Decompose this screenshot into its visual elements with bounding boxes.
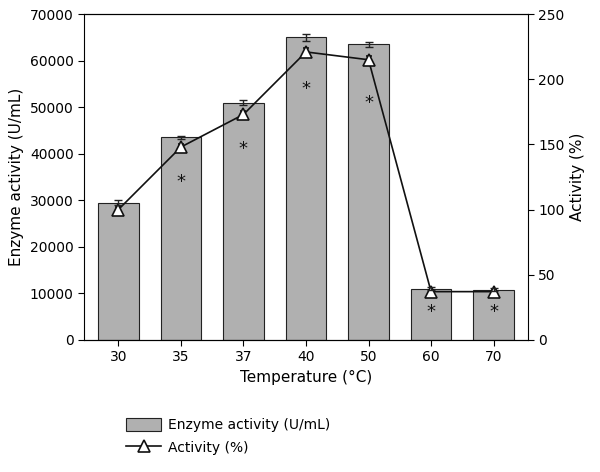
Bar <box>98 202 139 340</box>
Text: *: * <box>364 94 373 112</box>
Y-axis label: Activity (%): Activity (%) <box>571 133 586 221</box>
Text: *: * <box>176 173 185 191</box>
Bar <box>473 290 514 340</box>
X-axis label: Temperature (°C): Temperature (°C) <box>240 370 372 385</box>
Y-axis label: Enzyme activity (U/mL): Enzyme activity (U/mL) <box>9 88 24 266</box>
Text: *: * <box>427 303 436 321</box>
Bar <box>348 44 389 340</box>
Bar <box>161 137 201 340</box>
Bar <box>411 289 451 340</box>
Bar <box>286 37 326 340</box>
Legend: Enzyme activity (U/mL), Activity (%): Enzyme activity (U/mL), Activity (%) <box>127 419 331 455</box>
Text: *: * <box>239 140 248 159</box>
Text: *: * <box>302 80 311 98</box>
Text: *: * <box>489 303 498 321</box>
Bar <box>223 102 264 340</box>
